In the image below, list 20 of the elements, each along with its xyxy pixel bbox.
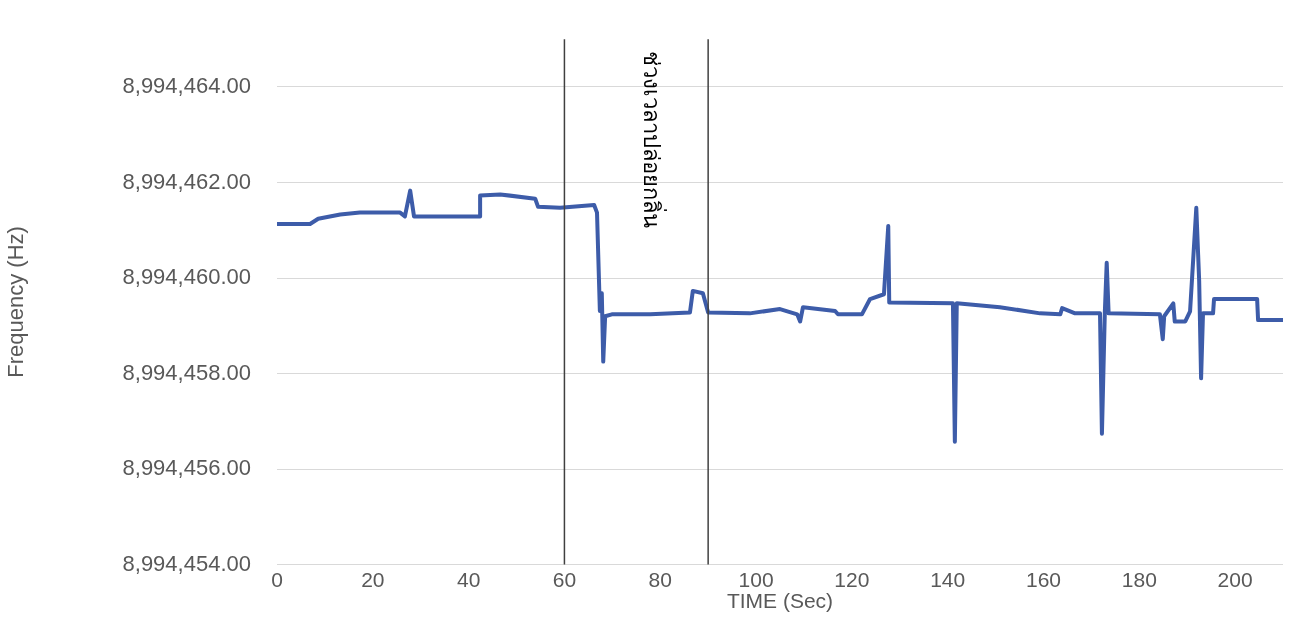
x-tick-label: 80 [648,568,672,591]
y-tick-label: 8,994,456.00 [122,455,251,481]
x-tick-label: 0 [271,568,283,591]
x-tick-label: 100 [738,568,774,591]
x-tick-label: 140 [930,568,966,591]
y-tick-label: 8,994,460.00 [122,264,251,290]
x-tick-label: 200 [1217,568,1253,591]
x-tick-label: 60 [552,568,577,591]
x-tick-label: 160 [1025,568,1061,591]
y-tick-label: 8,994,454.00 [122,550,251,576]
x-tick-label: 40 [456,568,481,591]
y-axis-title: Frequency (Hz) [3,226,29,378]
x-tick-label: 120 [834,568,870,591]
x-tick-label: 20 [361,568,385,591]
y-tick-label: 8,994,464.00 [122,73,251,99]
x-tick-label: 180 [1121,568,1157,591]
y-tick-label: 8,994,458.00 [122,359,251,385]
x-axis-title: TIME (Sec) [726,589,834,613]
ref-line-label: ช่วงเวลาปล่อยกลิ่น [639,51,668,229]
y-tick-label: 8,994,462.00 [122,168,251,194]
